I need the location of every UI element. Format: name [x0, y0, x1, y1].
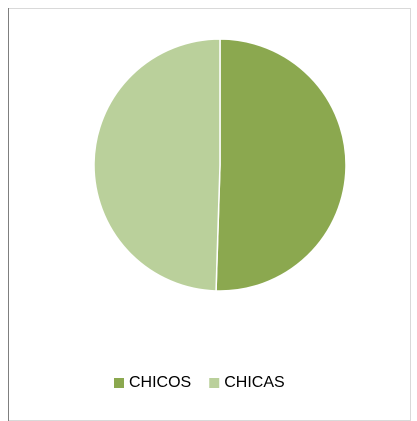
pie-slice	[93, 38, 221, 292]
legend-label: CHICOS	[129, 374, 191, 391]
pie-slice	[215, 38, 347, 292]
legend-label: CHICAS	[224, 374, 284, 391]
legend-swatch	[114, 378, 124, 388]
legend-swatch	[209, 378, 220, 388]
